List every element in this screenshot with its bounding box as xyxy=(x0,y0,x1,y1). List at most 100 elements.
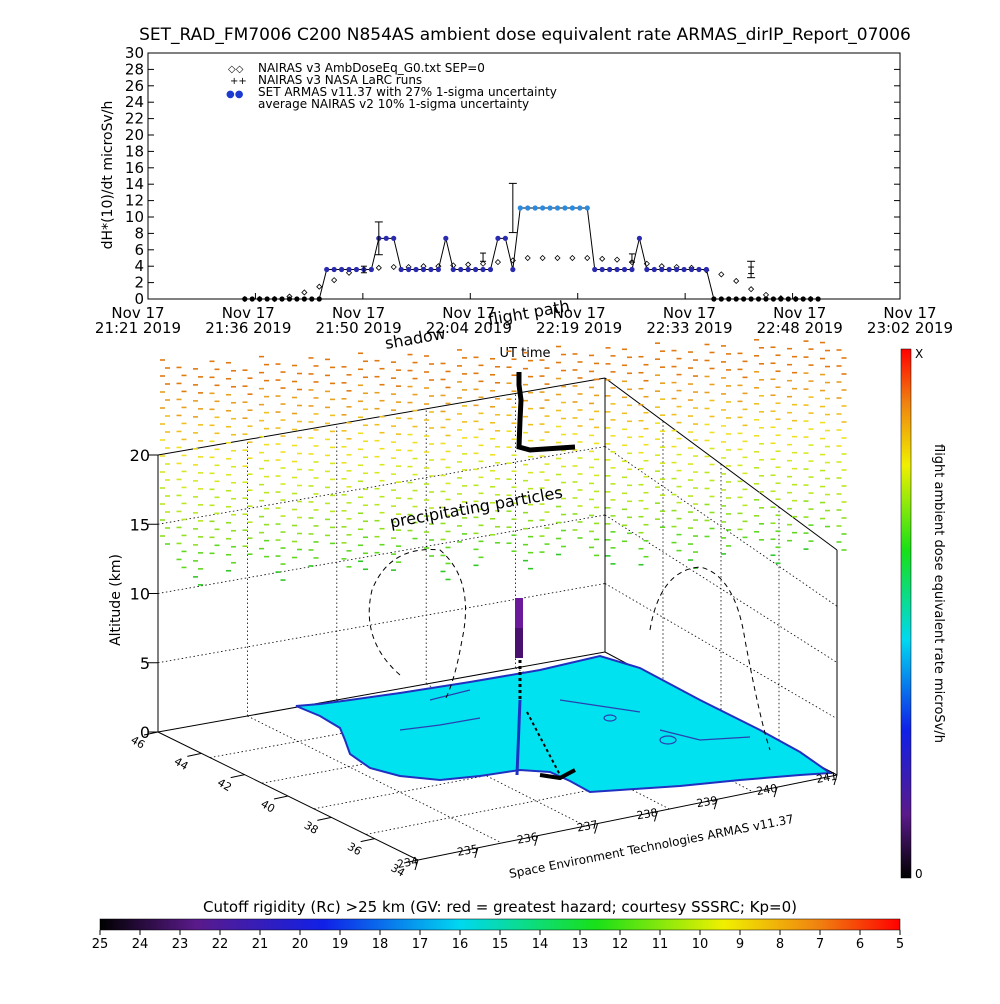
armas-point xyxy=(294,296,300,302)
cutoff-tick-label: 11 xyxy=(652,937,669,952)
longitude-tick-mark xyxy=(534,835,539,846)
altitude-tick-label: 10 xyxy=(130,585,150,604)
cutoff-tick-label: 19 xyxy=(332,937,349,952)
nairas-v3-point xyxy=(733,277,740,285)
coastline-shadow xyxy=(295,654,833,794)
cutoff-tick-label: 12 xyxy=(612,937,629,952)
x-tick-label-date: Nov 17 xyxy=(332,304,385,322)
armas-point xyxy=(480,266,486,273)
cutoff-tick-label: 25 xyxy=(92,937,109,952)
x-tick-label-time: 22:33 2019 xyxy=(646,319,732,337)
longitude-tick-label: 238 xyxy=(636,806,659,822)
latitude-tick-mark xyxy=(360,838,375,843)
armas-point xyxy=(621,266,628,273)
y-tick-label: 12 xyxy=(125,192,144,210)
armas-point xyxy=(264,296,270,302)
armas-point xyxy=(249,296,255,302)
top-legend: ◇◇ NAIRAS v3 AmbDoseEq_G0.txt SEP=0 ++ N… xyxy=(226,61,557,111)
armas-point xyxy=(681,266,687,273)
flight-descent-column xyxy=(515,598,576,781)
armas-point xyxy=(368,266,374,273)
y-tick-label: 10 xyxy=(125,208,144,226)
armas-point xyxy=(614,266,620,273)
armas-point xyxy=(554,205,561,211)
armas-point xyxy=(391,235,397,241)
armas-point xyxy=(405,266,412,273)
flight-3d-plot: shadow flight path precipitating particl… xyxy=(108,296,946,881)
nairas-v3-point xyxy=(748,286,755,293)
armas-point xyxy=(443,235,449,241)
y-tick-label: 26 xyxy=(125,77,144,95)
armas-point xyxy=(458,266,464,273)
armas-point xyxy=(309,296,315,302)
x-tick-label-date: Nov 17 xyxy=(663,304,716,322)
legend-text-armas: SET ARMAS v11.37 with 27% 1-sigma uncert… xyxy=(258,85,557,99)
latitude-tick-label: 46 xyxy=(129,733,148,751)
floor-grid-line xyxy=(336,699,586,827)
armas-series-line xyxy=(244,207,819,300)
altitude-tick-label: 0 xyxy=(140,723,150,742)
cutoff-tick-label: 14 xyxy=(532,937,549,952)
altitude-axis-label: Altitude (km) xyxy=(108,554,124,646)
nairas-v3-point xyxy=(569,254,576,262)
dose-colorbar-title: flight ambient dose equivalent rate micr… xyxy=(931,444,946,743)
nairas-v3-point xyxy=(614,256,621,263)
longitude-tick-mark xyxy=(773,786,778,798)
armas-point xyxy=(644,266,650,273)
coastline-details xyxy=(399,689,751,745)
top-x-axis-label: UT time xyxy=(500,346,551,361)
armas-point xyxy=(316,296,322,302)
armas-point xyxy=(450,266,456,273)
side-wall-grid-line xyxy=(604,446,838,607)
y-tick-label: 2 xyxy=(134,274,144,292)
legend-text-nairas-v2: average NAIRAS v2 10% 1-sigma uncertaint… xyxy=(258,97,529,111)
armas-point xyxy=(763,296,769,302)
armas-point xyxy=(525,205,531,211)
back-wall-grid-line xyxy=(157,583,606,664)
armas-point xyxy=(607,266,613,273)
armas-point xyxy=(592,266,598,273)
x-tick-label-date: Nov 17 xyxy=(883,304,936,322)
armas-point xyxy=(562,205,568,211)
cutoff-tick-label: 5 xyxy=(896,937,904,952)
latitude-tick-label: 34 xyxy=(389,861,408,879)
cutoff-tick-label: 22 xyxy=(212,937,229,952)
cutoff-tick-label: 23 xyxy=(172,937,189,952)
armas-point xyxy=(398,266,404,273)
armas-point xyxy=(346,266,352,273)
armas-point xyxy=(271,296,278,302)
cutoff-tick-label: 9 xyxy=(736,937,744,952)
cutoff-tick-label: 24 xyxy=(132,937,149,952)
x-tick-label-time: 21:36 2019 xyxy=(205,319,291,337)
cutoff-tick-label: 13 xyxy=(572,937,589,952)
x-tick-label-time: 21:50 2019 xyxy=(315,319,401,337)
longitude-tick-mark xyxy=(474,847,479,859)
armas-point xyxy=(517,205,523,211)
latitude-ticks: 34 36 38 40 42 44 46 xyxy=(129,731,419,880)
y-tick-label: 6 xyxy=(134,241,144,259)
y-tick-label: 4 xyxy=(134,257,144,275)
cutoff-tick-label: 16 xyxy=(452,937,469,952)
armas-point xyxy=(674,266,680,273)
armas-point xyxy=(726,296,732,302)
altitude-tick-label: 20 xyxy=(130,446,150,465)
longitude-tick-mark xyxy=(833,774,838,786)
longitude-tick-label: 239 xyxy=(696,794,719,810)
armas-point xyxy=(741,296,747,302)
x-tick-label-date: Nov 17 xyxy=(111,304,164,322)
longitude-tick-mark xyxy=(653,811,658,822)
3d-box-wireframe xyxy=(157,377,838,861)
longitude-tick-mark xyxy=(414,859,419,871)
nairas-v3-point xyxy=(539,254,546,262)
cutoff-tick-label: 6 xyxy=(856,937,864,952)
cutoff-tick-label: 17 xyxy=(412,937,429,952)
right-dashed-curve xyxy=(649,566,771,751)
armas-point xyxy=(659,266,665,273)
armas-point xyxy=(532,205,538,211)
y-tick-label: 14 xyxy=(125,175,144,193)
cutoff-tick-label: 8 xyxy=(776,937,784,952)
nairas-v3-point xyxy=(718,271,725,278)
latitude-tick-mark xyxy=(230,774,245,779)
